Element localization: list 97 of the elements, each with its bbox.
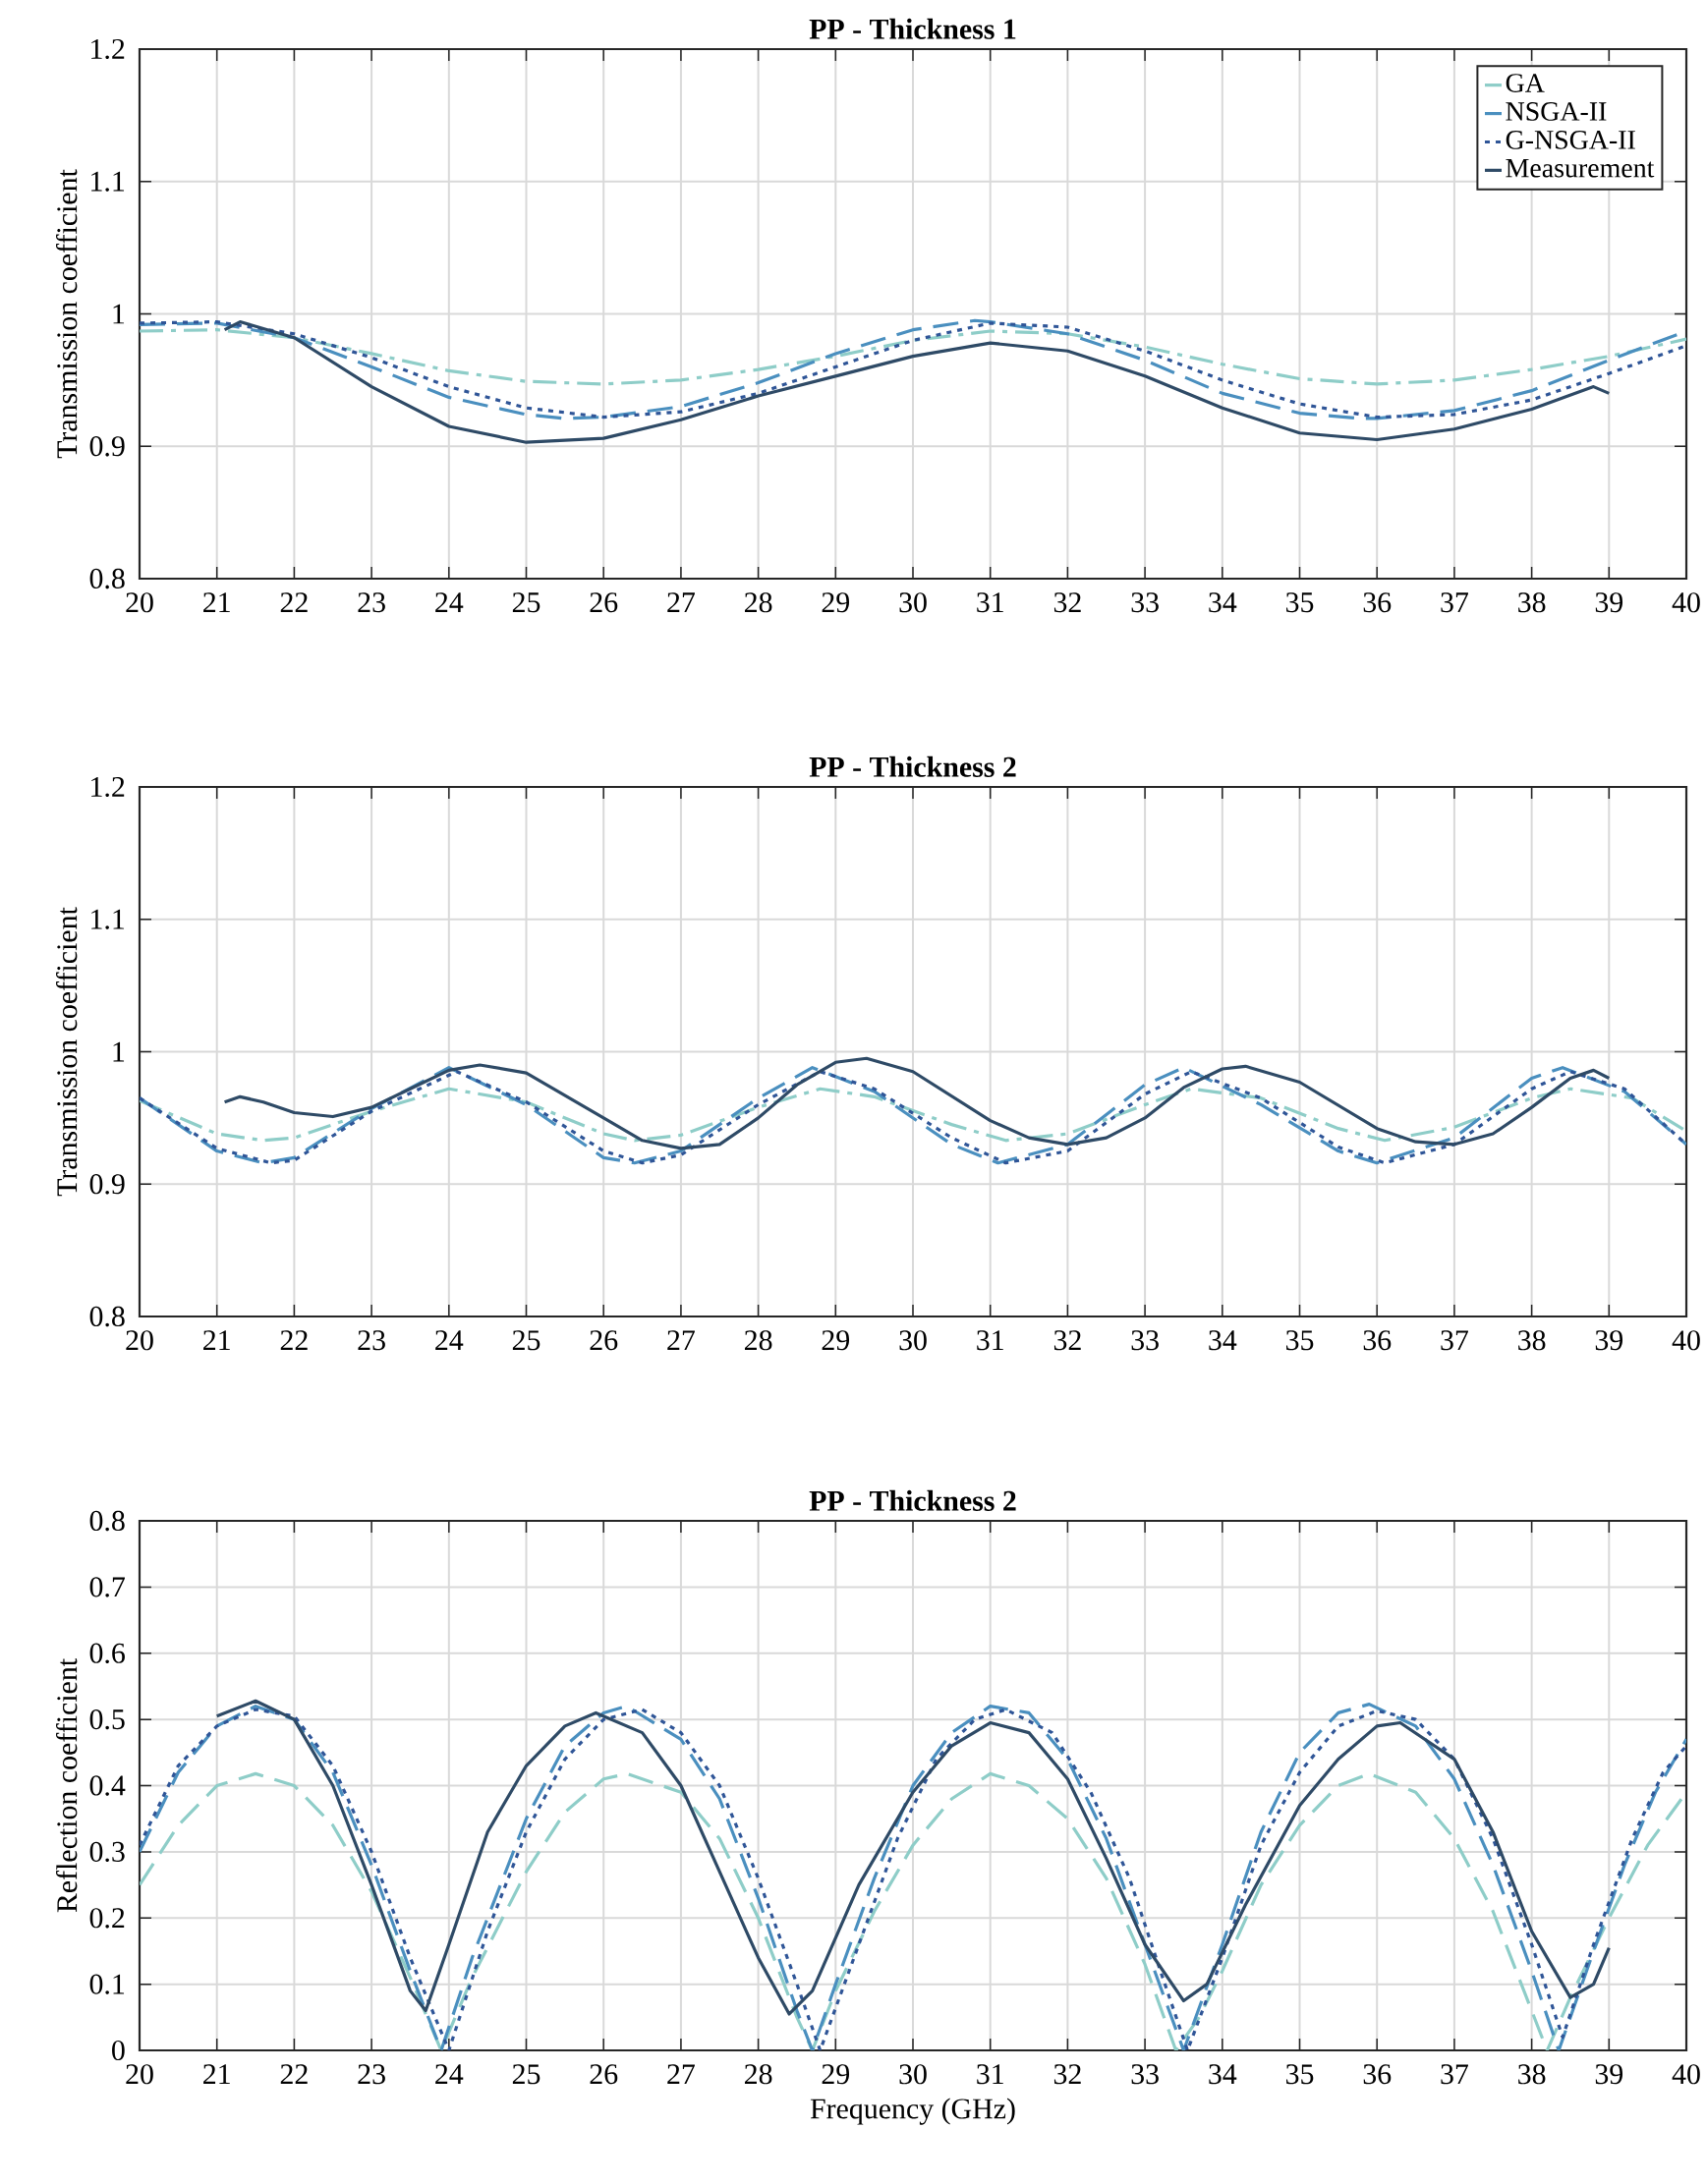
x-tick-label: 24 (435, 2064, 464, 2084)
x-tick-label: 35 (1286, 2064, 1314, 2085)
y-axis-title: Reflection coefficient (56, 1658, 78, 1913)
x-tick-label: 24 (435, 1330, 464, 1350)
line-series (215, 1699, 1611, 2016)
chart-title: PP - Thickness 1 (809, 18, 1016, 39)
x-tick-label: 34 (1209, 2064, 1237, 2085)
x-tick-label: 37 (1441, 592, 1468, 613)
x-tick-label: 26 (590, 2064, 618, 2085)
y-tick-label: 0.8 (89, 1306, 125, 1327)
x-tick-label: 40 (1672, 592, 1700, 613)
x-tick-label: 34 (1209, 1330, 1237, 1351)
x-tick-label: 21 (203, 592, 230, 612)
x-tick-label: 26 (590, 1330, 618, 1351)
x-tick-label: 22 (280, 1330, 308, 1350)
x-tick-label: 27 (667, 1330, 695, 1350)
line-series (140, 328, 1687, 386)
x-tick-label: 32 (1053, 2064, 1081, 2085)
y-tick-label: 0.4 (89, 1775, 126, 1796)
legend-label: NSGA-II (1506, 102, 1607, 121)
x-tick-label: 35 (1286, 592, 1314, 613)
x-tick-label: 33 (1131, 592, 1159, 613)
x-tick-label: 31 (977, 1330, 1003, 1351)
y-tick-label: 0.1 (89, 1974, 125, 1994)
y-tick-label: 1.2 (91, 776, 125, 798)
x-tick-label: 31 (977, 2064, 1003, 2085)
x-tick-label: 28 (744, 2064, 772, 2085)
x-tick-label: 40 (1672, 1330, 1700, 1351)
x-tick-label: 25 (512, 1330, 540, 1351)
x-tick-label: 36 (1363, 592, 1392, 613)
x-tick-label: 23 (358, 2064, 385, 2085)
x-tick-label: 20 (126, 2064, 153, 2085)
line-series (222, 1056, 1611, 1150)
x-tick-label: 20 (126, 592, 153, 613)
x-tick-label: 37 (1441, 1330, 1468, 1351)
x-tick-label: 29 (822, 592, 850, 613)
y-axis-title: Transmission coefficient (56, 169, 78, 459)
x-tick-label: 39 (1595, 592, 1623, 613)
x-tick-label: 32 (1053, 1330, 1081, 1351)
y-tick-label: 0.8 (89, 1510, 125, 1532)
x-tick-label: 25 (512, 2064, 540, 2085)
y-tick-label: 1.1 (91, 171, 125, 192)
y-tick-label: 0.8 (89, 568, 125, 589)
x-tick-label: 26 (590, 592, 618, 613)
x-tick-label: 39 (1595, 1330, 1623, 1351)
x-tick-label: 37 (1441, 2064, 1468, 2085)
x-tick-label: 38 (1518, 2064, 1546, 2085)
x-tick-label: 35 (1286, 1330, 1314, 1351)
x-tick-label: 23 (358, 1330, 385, 1351)
legend-label: G-NSGA-II (1506, 131, 1635, 149)
chart-title: PP - Thickness 2 (809, 756, 1016, 777)
y-tick-label: 0.9 (89, 436, 125, 457)
x-tick-label: 23 (358, 592, 385, 613)
legend-label: GA (1506, 74, 1545, 92)
y-tick-label: 0.6 (89, 1643, 125, 1663)
x-tick-label: 27 (667, 2064, 695, 2084)
x-tick-label: 30 (899, 592, 927, 613)
x-tick-label: 39 (1595, 2064, 1623, 2085)
x-tick-label: 20 (126, 1330, 153, 1351)
x-tick-label: 30 (899, 1330, 927, 1351)
x-tick-label: 29 (822, 1330, 850, 1351)
x-axis-title: Frequency (GHz) (810, 2098, 1015, 2125)
y-tick-label: 0.7 (89, 1577, 125, 1597)
x-tick-label: 21 (203, 2064, 230, 2084)
y-tick-label: 0 (112, 2040, 125, 2061)
legend-label: Measurement (1506, 158, 1655, 178)
y-tick-label: 1.1 (91, 909, 125, 929)
y-tick-label: 1 (113, 304, 125, 324)
x-tick-label: 30 (899, 2064, 927, 2085)
x-tick-label: 24 (435, 592, 464, 612)
x-tick-label: 27 (667, 592, 695, 612)
x-tick-label: 21 (203, 1330, 230, 1350)
x-tick-label: 31 (977, 592, 1003, 613)
x-tick-label: 22 (280, 592, 308, 612)
x-tick-label: 36 (1363, 2064, 1392, 2085)
y-axis-title: Transmission coefficient (56, 907, 78, 1197)
x-tick-label: 33 (1131, 2064, 1159, 2085)
x-tick-label: 38 (1518, 592, 1546, 613)
x-tick-label: 40 (1672, 2064, 1700, 2085)
line-series (222, 319, 1611, 444)
x-tick-label: 28 (744, 592, 772, 613)
x-tick-label: 34 (1209, 592, 1237, 613)
x-tick-label: 22 (280, 2064, 308, 2084)
y-tick-label: 1.2 (91, 38, 125, 60)
y-tick-label: 0.2 (89, 1908, 125, 1929)
x-tick-label: 25 (512, 592, 540, 613)
y-tick-label: 0.3 (89, 1841, 125, 1863)
chart-title: PP - Thickness 2 (809, 1489, 1016, 1511)
x-tick-label: 38 (1518, 1330, 1546, 1351)
x-tick-label: 33 (1131, 1330, 1159, 1351)
y-tick-label: 0.5 (89, 1709, 125, 1730)
x-tick-label: 32 (1053, 592, 1081, 613)
y-tick-label: 1 (113, 1041, 125, 1062)
x-tick-label: 36 (1363, 1330, 1392, 1351)
x-tick-label: 29 (822, 2064, 850, 2085)
y-tick-label: 0.9 (89, 1174, 125, 1195)
x-tick-label: 28 (744, 1330, 772, 1351)
